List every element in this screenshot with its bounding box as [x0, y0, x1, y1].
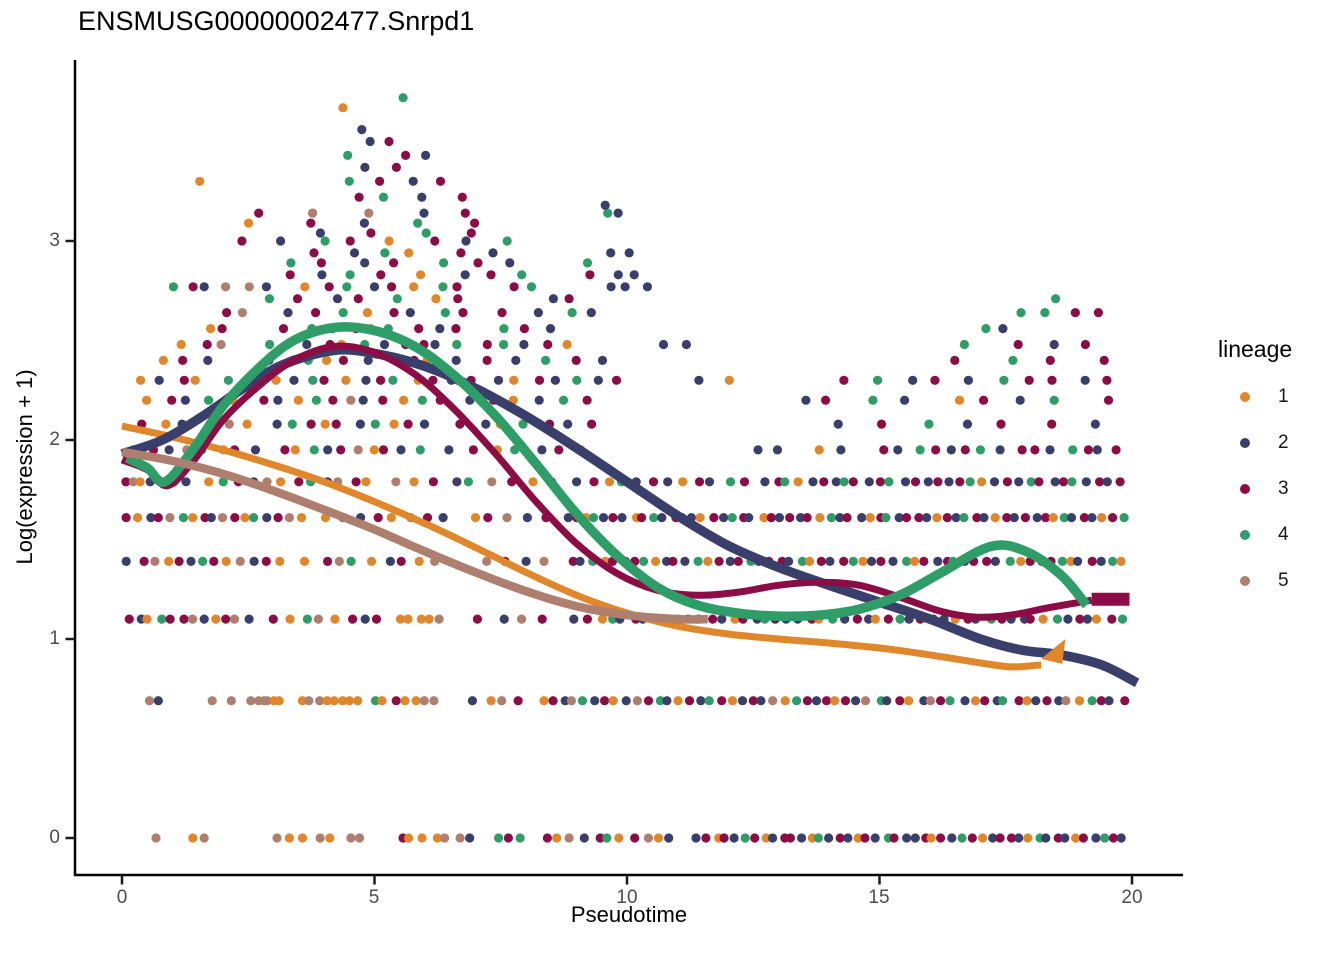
- legend-label-2: 2: [1278, 432, 1289, 453]
- legend-dot-2: [1240, 438, 1250, 448]
- legend-item-4: 4: [1240, 520, 1289, 550]
- scatter-points: [121, 93, 1130, 843]
- legend-dot-5: [1240, 576, 1250, 586]
- smoother-lineage-3: [120, 342, 1093, 621]
- y-tick-label-3: 3: [49, 230, 60, 251]
- y-tick-label-1: 1: [49, 628, 60, 649]
- axis-lines: [73, 60, 1183, 877]
- chart-title: ENSMUSG00000002477.Snrpd1: [78, 6, 475, 36]
- legend-dot-3: [1240, 484, 1250, 494]
- x-tick-label-0: 0: [116, 887, 128, 908]
- legend-item-5: 5: [1240, 566, 1289, 596]
- legend-label-5: 5: [1278, 570, 1289, 591]
- legend-title: lineage: [1218, 336, 1293, 362]
- orange-curve-artifact: [1041, 639, 1066, 664]
- smoother-lineage-4: [124, 322, 1091, 621]
- x-tick-label-15: 15: [868, 887, 890, 908]
- smoother-lineage-1: [121, 422, 1042, 671]
- y-axis-label: Log(expression + 1): [12, 369, 37, 565]
- legend-item-3: 3: [1240, 474, 1289, 504]
- legend: lineage 1 2 3 4 5: [1218, 336, 1338, 591]
- legend-dot-4: [1240, 530, 1250, 540]
- smoother-lineage-2: [120, 344, 1140, 688]
- axes: [65, 60, 1183, 885]
- legend-dot-1: [1240, 392, 1250, 402]
- y-tick-label-2: 2: [49, 429, 60, 450]
- legend-label-1: 1: [1278, 386, 1289, 407]
- y-tick-label-0: 0: [49, 827, 60, 848]
- legend-item-1: 1: [1240, 382, 1289, 412]
- x-tick-label-5: 5: [368, 887, 380, 908]
- smoother-lineage-5: [121, 447, 708, 624]
- x-tick-label-10: 10: [616, 887, 638, 908]
- x-axis-label: Pseudotime: [570, 902, 688, 927]
- smoother-curves: [120, 322, 1140, 688]
- x-tick-label-20: 20: [1121, 887, 1143, 908]
- legend-item-2: 2: [1240, 428, 1289, 458]
- legend-label-3: 3: [1278, 478, 1289, 499]
- legend-label-4: 4: [1278, 524, 1289, 545]
